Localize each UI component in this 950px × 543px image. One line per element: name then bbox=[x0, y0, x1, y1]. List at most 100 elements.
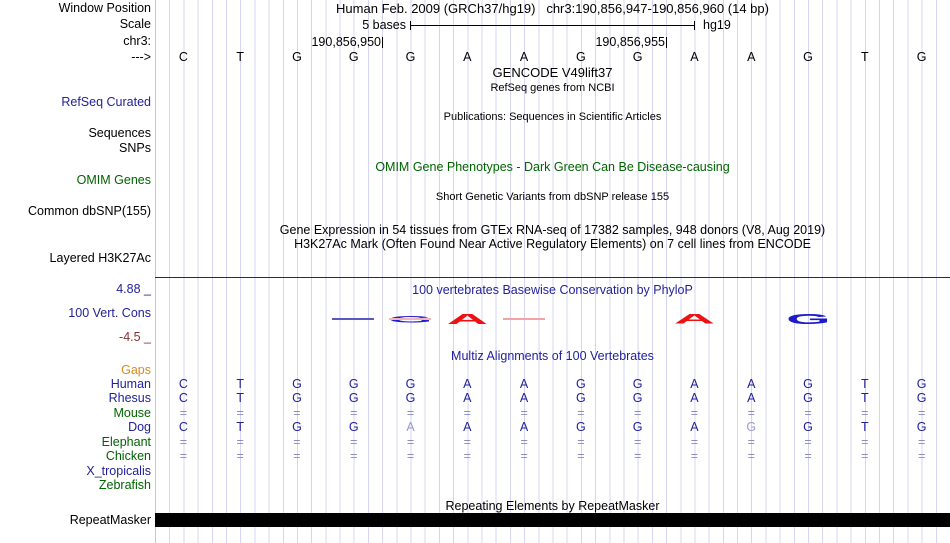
track-title[interactable]: 100 vertebrates Basewise Conservation by… bbox=[412, 283, 693, 297]
conservation-score-dash bbox=[502, 318, 545, 320]
alignment-base-cell: = bbox=[917, 435, 926, 449]
alignment-base-cell: A bbox=[747, 391, 756, 405]
track-label[interactable]: RefSeq Curated bbox=[61, 95, 151, 109]
alignment-base-cell: G bbox=[916, 377, 927, 391]
sequence-base: A bbox=[690, 50, 699, 64]
track-label[interactable]: 100 Vert. Cons bbox=[68, 306, 151, 320]
alignment-base-cell: G bbox=[292, 391, 302, 405]
track-label[interactable]: Gaps bbox=[121, 363, 151, 377]
alignment-base-cell: = bbox=[634, 406, 642, 420]
alignment-base-cell: G bbox=[803, 377, 813, 391]
alignment-base-cell: = bbox=[406, 406, 415, 420]
track-label[interactable]: Scale bbox=[119, 17, 151, 31]
track-label[interactable]: Human bbox=[110, 377, 151, 391]
alignment-base-cell: = bbox=[747, 435, 755, 449]
sequence-base: G bbox=[803, 50, 813, 64]
alignment-base-cell: = bbox=[690, 449, 699, 463]
alignment-base-cell: T bbox=[860, 420, 869, 434]
track-label[interactable]: ---> bbox=[131, 50, 151, 64]
alignment-base-cell: A bbox=[519, 377, 529, 391]
alignment-base-cell: T bbox=[236, 377, 244, 391]
conservation-base-glyph: G bbox=[785, 310, 831, 328]
track-label[interactable]: X_tropicalis bbox=[86, 464, 151, 478]
track-title[interactable]: Publications: Sequences in Scientific Ar… bbox=[443, 111, 662, 123]
track-label[interactable]: -4.5 _ bbox=[119, 330, 151, 344]
alignment-base-cell: G bbox=[292, 377, 302, 391]
alignment-base-cell: = bbox=[804, 449, 812, 463]
scale-bar bbox=[410, 25, 695, 26]
alignment-base-cell: = bbox=[463, 406, 471, 420]
alignment-base-cell: = bbox=[350, 406, 358, 420]
track-label[interactable]: chr3: bbox=[123, 34, 151, 48]
track-label[interactable]: Sequences bbox=[88, 126, 151, 140]
track-label[interactable]: Window Position bbox=[58, 1, 151, 15]
alignment-base-cell: A bbox=[690, 420, 699, 434]
track-title[interactable]: Repeating Elements by RepeatMasker bbox=[445, 499, 660, 513]
alignment-base-cell: G bbox=[405, 391, 416, 405]
track-label[interactable]: Layered H3K27Ac bbox=[49, 251, 151, 265]
alignment-base-cell: = bbox=[179, 449, 188, 463]
alignment-base-cell: A bbox=[463, 420, 472, 434]
track-label[interactable]: Zebrafish bbox=[98, 478, 151, 492]
conservation-track-top-border bbox=[155, 277, 950, 278]
track-label[interactable]: Elephant bbox=[101, 435, 151, 449]
alignment-base-cell: G bbox=[632, 420, 643, 434]
alignment-base-cell: G bbox=[348, 391, 359, 405]
sequence-base: G bbox=[348, 50, 359, 64]
alignment-base-cell: G bbox=[632, 391, 643, 405]
sequence-base: A bbox=[747, 50, 756, 64]
alignment-base-cell: = bbox=[577, 449, 585, 463]
alignment-base-cell: = bbox=[406, 435, 415, 449]
alignment-base-cell: = bbox=[236, 449, 244, 463]
alignment-base-cell: = bbox=[406, 449, 415, 463]
track-title[interactable]: Short Genetic Variants from dbSNP releas… bbox=[435, 191, 670, 203]
track-title[interactable]: RefSeq genes from NCBI bbox=[490, 82, 615, 94]
conservation-score-dash bbox=[389, 318, 432, 320]
coordinate-label-left: 190,856,950 bbox=[311, 35, 381, 49]
track-label[interactable]: 4.88 _ bbox=[116, 282, 151, 296]
alignment-base-cell: = bbox=[747, 406, 755, 420]
track-title[interactable]: Gene Expression in 54 tissues from GTEx … bbox=[279, 223, 826, 237]
track-title[interactable]: Multiz Alignments of 100 Vertebrates bbox=[451, 349, 654, 363]
alignment-base-cell: = bbox=[747, 449, 755, 463]
alignment-base-cell: G bbox=[803, 420, 813, 434]
track-label[interactable]: SNPs bbox=[119, 141, 151, 155]
alignment-base-cell: = bbox=[577, 406, 585, 420]
alignment-base-cell: A bbox=[519, 391, 529, 405]
alignment-base-cell: = bbox=[179, 435, 188, 449]
alignment-base-cell: = bbox=[350, 435, 358, 449]
track-title[interactable]: GENCODE V49lift37 bbox=[492, 65, 613, 80]
window-position-title: Human Feb. 2009 (GRCh37/hg19) chr3:190,8… bbox=[336, 1, 769, 16]
track-label[interactable]: Common dbSNP(155) bbox=[28, 204, 151, 218]
track-label[interactable]: Chicken bbox=[105, 449, 151, 463]
alignment-base-cell: G bbox=[576, 420, 586, 434]
scale-bar-right-tick bbox=[694, 21, 695, 30]
track-label[interactable]: Mouse bbox=[113, 406, 151, 420]
alignment-base-cell: T bbox=[236, 420, 244, 434]
sequence-base: A bbox=[519, 50, 529, 64]
alignment-base-cell: C bbox=[178, 420, 188, 434]
track-title[interactable]: H3K27Ac Mark (Often Found Near Active Re… bbox=[294, 237, 811, 251]
track-label[interactable]: Dog bbox=[128, 420, 151, 434]
track-label[interactable]: RepeatMasker bbox=[69, 513, 151, 527]
alignment-base-cell: A bbox=[690, 377, 699, 391]
track-title[interactable]: OMIM Gene Phenotypes - Dark Green Can Be… bbox=[375, 160, 730, 174]
track-label[interactable]: Rhesus bbox=[108, 391, 151, 405]
alignment-base-cell: = bbox=[463, 449, 471, 463]
sequence-base: G bbox=[576, 50, 586, 64]
alignment-base-cell: G bbox=[916, 391, 927, 405]
sequence-base: G bbox=[292, 50, 302, 64]
alignment-base-cell: G bbox=[576, 377, 586, 391]
alignment-base-cell: T bbox=[860, 377, 869, 391]
repeatmasker-element-bar[interactable] bbox=[155, 513, 950, 527]
track-label[interactable]: OMIM Genes bbox=[76, 173, 151, 187]
alignment-base-cell: = bbox=[293, 406, 301, 420]
alignment-base-cell: = bbox=[179, 406, 188, 420]
alignment-base-cell: = bbox=[520, 406, 528, 420]
alignment-base-cell: G bbox=[348, 420, 359, 434]
assembly-label: hg19 bbox=[703, 18, 731, 32]
sequence-base: T bbox=[236, 50, 244, 64]
sequence-base: G bbox=[916, 50, 927, 64]
alignment-base-cell: T bbox=[860, 391, 869, 405]
